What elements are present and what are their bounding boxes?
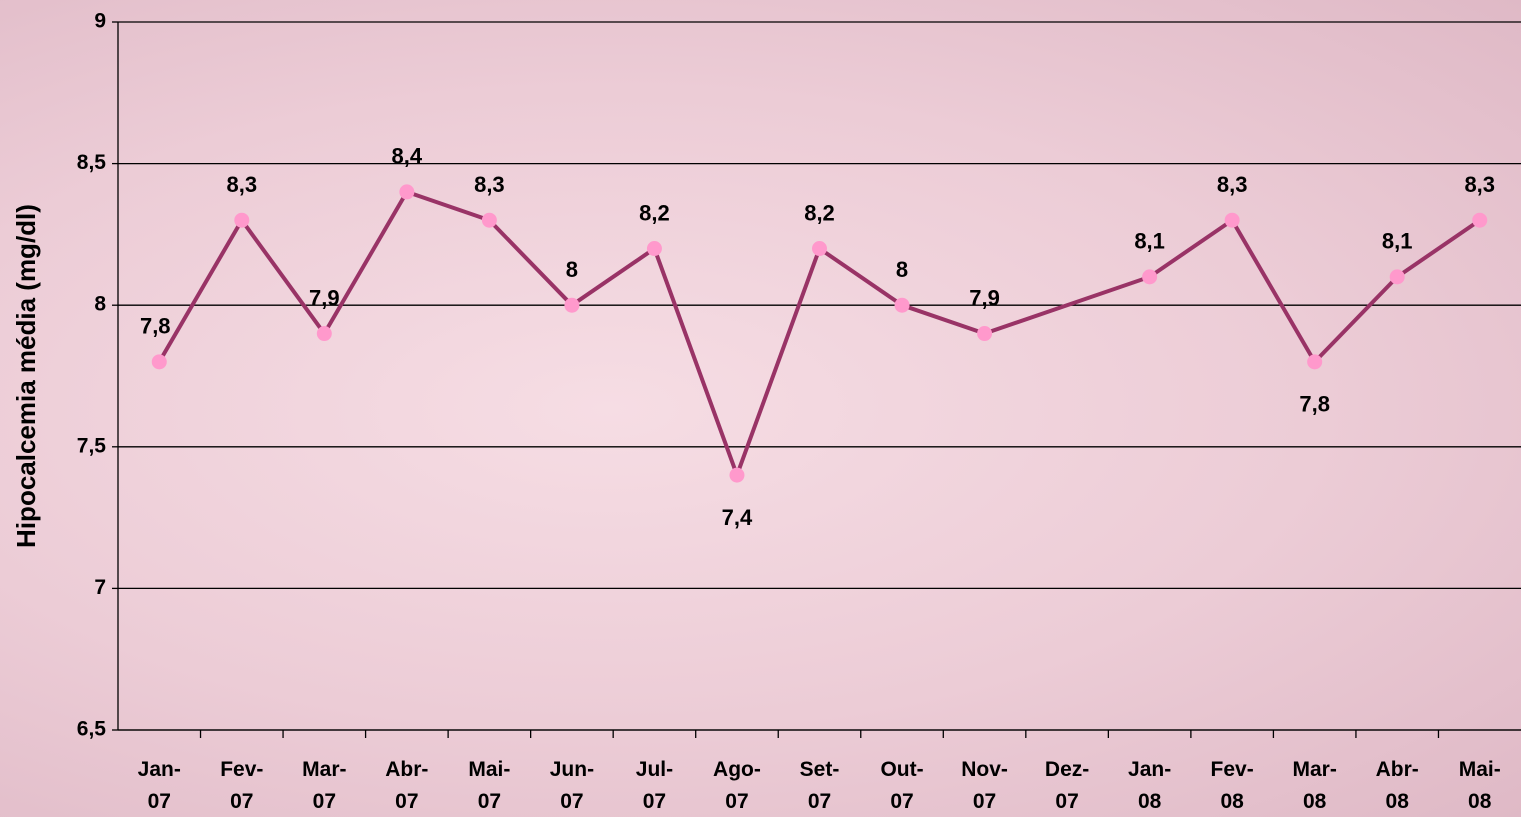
x-tick-label: Set-07 <box>800 758 840 813</box>
data-label: 8,3 <box>1217 172 1248 197</box>
data-label: 7,8 <box>140 314 171 339</box>
data-label: 8,1 <box>1382 229 1413 254</box>
marker <box>1307 354 1322 369</box>
x-tick-label: Jul-07 <box>636 758 673 813</box>
x-tick-label: Abr-07 <box>385 758 428 813</box>
data-label: 8,3 <box>226 172 257 197</box>
data-label: 7,4 <box>722 505 753 530</box>
x-tick-label: Mar-08 <box>1293 758 1337 813</box>
x-tick-label: Fev-08 <box>1211 758 1254 813</box>
line-segment <box>242 220 325 333</box>
data-label: 8,2 <box>639 200 670 225</box>
marker <box>1142 269 1157 284</box>
y-axis-title: Hipocalcemia média (mg/dl) <box>11 204 41 548</box>
page: Hipocalcemia média (mg/dl) 6,5 7 7,5 8 8,5 9 J… <box>0 0 1521 817</box>
data-label: 8,4 <box>392 144 423 169</box>
line-segment <box>159 220 242 362</box>
marker <box>564 298 579 313</box>
chart: Hipocalcemia média (mg/dl) 6,5 7 7,5 8 8,5 9 J… <box>0 0 1521 817</box>
x-tick-label: Ago-07 <box>713 758 761 813</box>
marker <box>482 213 497 228</box>
y-tick-label: 6,5 <box>77 718 107 741</box>
marker <box>812 241 827 256</box>
data-label: 8,3 <box>474 172 505 197</box>
marker <box>234 213 249 228</box>
marker <box>647 241 662 256</box>
y-tick-label: 8,5 <box>77 151 107 174</box>
data-label: 8,1 <box>1134 229 1165 254</box>
x-tick-label: Dez-07 <box>1045 758 1089 813</box>
x-tick-label: Abr-08 <box>1376 758 1419 813</box>
x-tick-label: Nov-07 <box>961 758 1008 813</box>
line-segment <box>654 249 737 476</box>
marker <box>895 298 910 313</box>
line-segment <box>489 220 572 305</box>
line-segment <box>324 192 407 334</box>
marker <box>1390 269 1405 284</box>
line-segment <box>572 249 655 306</box>
data-label: 8 <box>896 257 908 282</box>
y-tick-label: 9 <box>94 10 106 33</box>
data-label: 7,9 <box>969 285 1000 310</box>
data-label: 7,9 <box>309 285 340 310</box>
x-tick-label: Mar-07 <box>302 758 346 813</box>
marker <box>317 326 332 341</box>
line-segment <box>820 249 903 306</box>
y-tick-label: 7 <box>94 576 106 599</box>
marker <box>977 326 992 341</box>
x-tick-label: Jun-07 <box>550 758 594 813</box>
marker <box>152 354 167 369</box>
marker <box>399 184 414 199</box>
x-tick-label: Out-07 <box>880 758 923 813</box>
x-tick-label: Fev-07 <box>220 758 263 813</box>
data-label: 8,2 <box>804 200 835 225</box>
x-tick-label: Jan-07 <box>138 758 181 813</box>
data-label: 7,8 <box>1299 392 1330 417</box>
y-tick-label: 8 <box>94 293 106 316</box>
marker <box>729 468 744 483</box>
y-tick-label: 7,5 <box>77 434 107 457</box>
marker <box>1472 213 1487 228</box>
marker <box>1225 213 1240 228</box>
x-tick-label: Mai-07 <box>468 758 510 813</box>
line-segment <box>1232 220 1315 362</box>
line-segment <box>737 249 820 476</box>
line-segment <box>1315 277 1398 362</box>
data-label: 8 <box>566 257 578 282</box>
data-label: 8,3 <box>1464 172 1495 197</box>
x-tick-label: Mai-08 <box>1459 758 1501 813</box>
x-tick-label: Jan-08 <box>1128 758 1171 813</box>
